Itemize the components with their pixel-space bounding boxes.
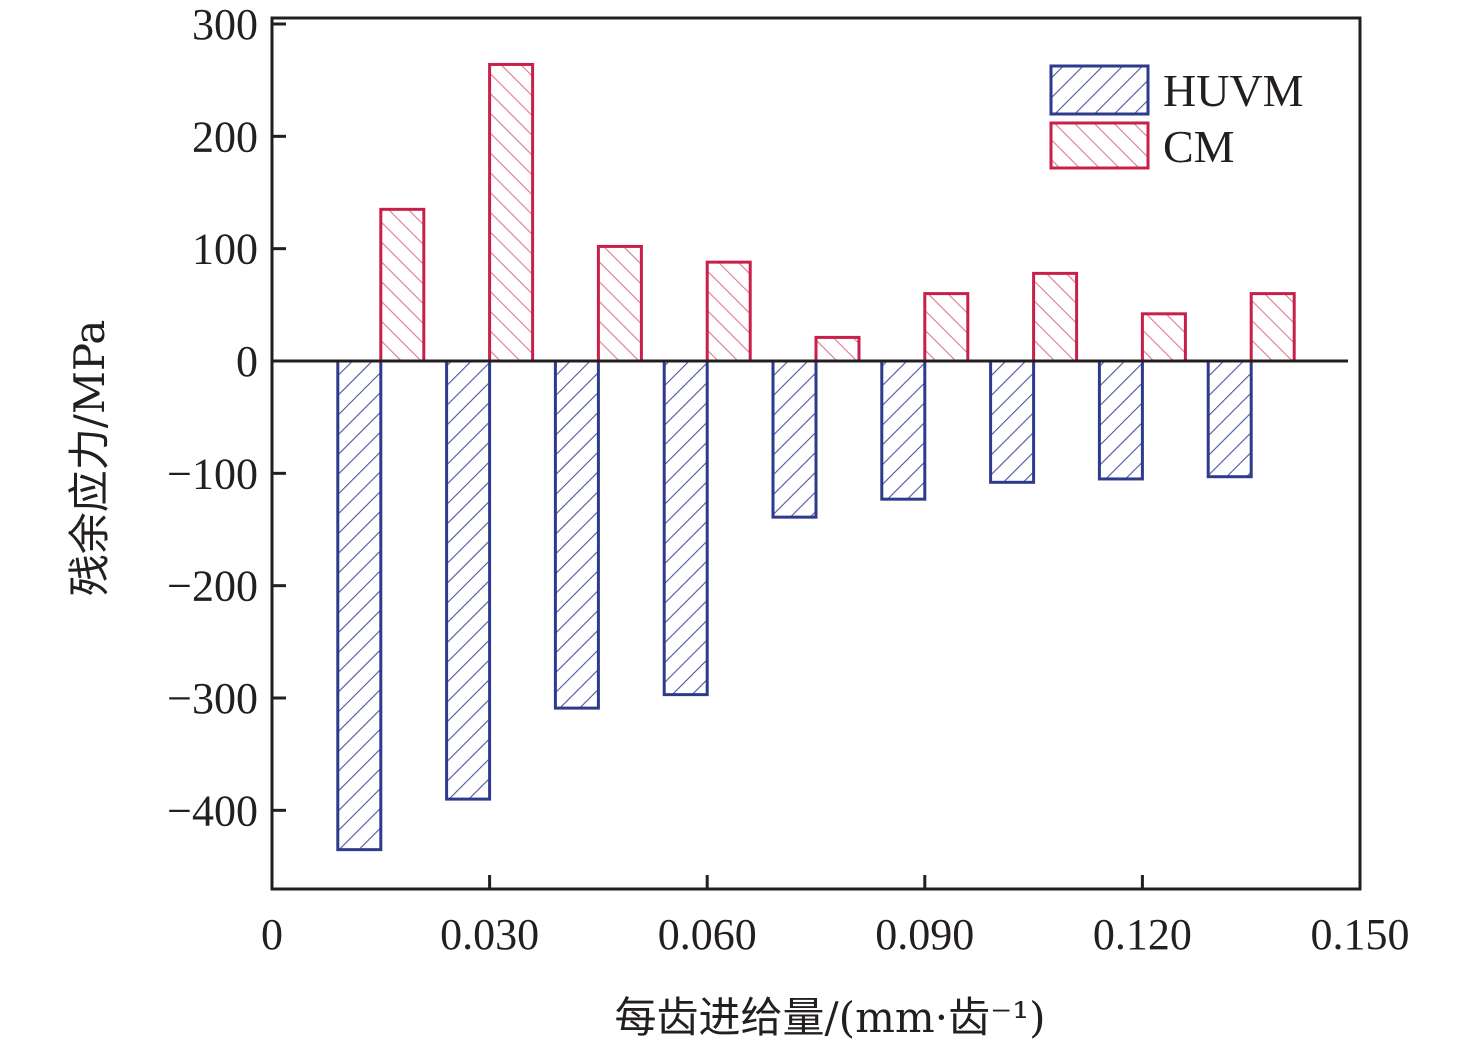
- bar-cm-4: [705, 260, 752, 363]
- legend: HUVM CM: [1049, 64, 1304, 172]
- bar-huvm-9: [1206, 359, 1253, 479]
- x-tick-label: 0.120: [1093, 910, 1192, 959]
- bar-cm-9: [1249, 292, 1296, 363]
- y-tick-label: −100: [167, 449, 258, 498]
- bar-cm-2: [488, 62, 535, 363]
- legend-item-cm: CM: [1049, 121, 1235, 172]
- bar-cm-7: [1032, 271, 1079, 363]
- y-tick-label: 0: [236, 337, 258, 386]
- bar-huvm-2: [445, 359, 492, 801]
- y-tick-label: −300: [167, 674, 258, 723]
- bar-huvm-4: [662, 359, 709, 697]
- plot-frame: [270, 16, 1362, 891]
- y-tick-label: 100: [192, 225, 258, 274]
- bar-huvm-8: [1097, 359, 1144, 481]
- axes-group: [270, 16, 1362, 891]
- x-tick-label: 0.060: [658, 910, 757, 959]
- bar-huvm-1: [336, 359, 383, 852]
- ticks-group: 300 200 100 0 −100 −200 −300 −400 0 0.030 0.060 0.0…: [167, 0, 1409, 959]
- x-tick-label: 0.030: [440, 910, 539, 959]
- bar-huvm-7: [989, 359, 1036, 484]
- x-tick-label: 0.150: [1311, 910, 1410, 959]
- legend-label-cm: CM: [1163, 121, 1235, 172]
- y-tick-label: 200: [192, 112, 258, 161]
- bar-huvm-5: [771, 359, 818, 519]
- y-axis-title: 残余应力/MPa: [65, 320, 114, 597]
- bar-cm-3: [596, 244, 643, 363]
- x-axis-title: 每齿进给量/(mm·齿⁻¹): [615, 993, 1046, 1042]
- bar-cm-5: [814, 335, 861, 363]
- legend-label-huvm: HUVM: [1163, 65, 1304, 116]
- legend-item-huvm: HUVM: [1049, 64, 1304, 116]
- bar-cm-6: [923, 292, 970, 363]
- y-tick-label: −200: [167, 562, 258, 611]
- x-tick-label: 0: [261, 910, 283, 959]
- bars-group: [336, 62, 1296, 852]
- legend-swatch-huvm: [1049, 64, 1150, 116]
- bar-cm-1: [379, 207, 426, 363]
- bar-huvm-3: [553, 359, 600, 710]
- bar-cm-8: [1140, 312, 1187, 363]
- x-tick-label: 0.090: [875, 910, 974, 959]
- legend-swatch-cm: [1049, 121, 1150, 170]
- bar-huvm-6: [880, 359, 927, 501]
- y-tick-label: 300: [192, 0, 258, 49]
- y-tick-label: −400: [167, 786, 258, 835]
